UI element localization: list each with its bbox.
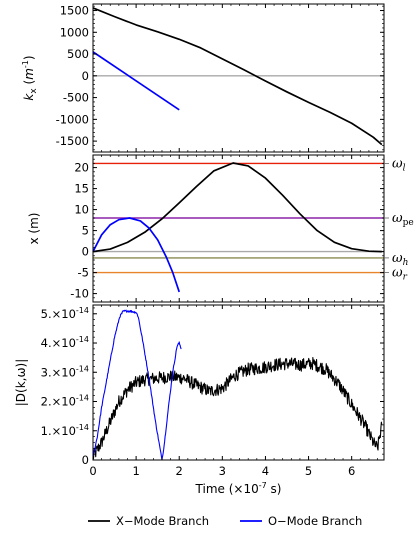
y-tick-label: 15	[74, 182, 89, 196]
reference-line-label: ωl	[392, 156, 406, 173]
x-tick-label: 5	[305, 464, 312, 478]
y-tick-label: 500	[67, 47, 89, 61]
reference-line-label: ωh	[392, 251, 408, 268]
x-mode-series-line	[92, 162, 382, 253]
legend-item: X−Mode Branch	[88, 514, 209, 528]
y-tick-label: 20	[74, 161, 89, 175]
y-tick-label: 4.×10-14	[41, 335, 89, 350]
x-tick-label: 2	[176, 464, 183, 478]
x-mode-series-line	[92, 7, 383, 146]
x-axis-label: Time (×10-7 s)	[195, 481, 282, 496]
y-tick-label: 1000	[60, 25, 89, 39]
x-tick-label: 0	[89, 464, 96, 478]
legend: X−Mode Branch O−Mode Branch	[88, 514, 362, 528]
panel-3: 0 1.×10-14 2.×10-14 3.×10-14 4.×10-14 5.×10-1…	[14, 304, 385, 496]
y-tick-label: -10	[70, 287, 89, 301]
y-tick-label: 0	[82, 69, 89, 83]
x-tick-label: 4	[262, 464, 269, 478]
reference-line-label: ωr	[392, 266, 408, 283]
legend-label: O−Mode Branch	[268, 514, 362, 528]
y-tick-label: 1.×10-14	[41, 423, 89, 438]
y-axis-label: kx (m-1)	[21, 55, 39, 100]
x-tick-label: 3	[219, 464, 226, 478]
y-tick-label: 3.×10-14	[41, 364, 89, 379]
y-tick-label: 1500	[60, 4, 89, 18]
legend-label: X−Mode Branch	[116, 514, 209, 528]
y-tick-label: -1000	[56, 112, 89, 126]
plot-frame	[92, 3, 385, 153]
y-axis-label: |D(k,ω)|	[14, 359, 28, 407]
x-tick-label: 6	[348, 464, 355, 478]
o-mode-series-line	[92, 51, 180, 111]
reference-line-label: ωpe	[392, 211, 414, 228]
panel-1: -1500 -1000 -500 0 500 1000 1500 kx (m-1)	[21, 3, 385, 153]
x-mode-series-line	[92, 357, 383, 460]
y-tick-label: 10	[74, 203, 89, 217]
y-tick-label: 5	[82, 224, 89, 238]
y-tick-label: -500	[63, 91, 89, 105]
y-tick-label: 2.×10-14	[41, 394, 89, 409]
x-tick-label: 1	[132, 464, 139, 478]
plot-frame	[92, 154, 385, 303]
plot-frame	[92, 304, 385, 461]
y-tick-label: 5.×10-14	[41, 306, 89, 321]
y-tick-label: 0	[82, 245, 89, 259]
y-axis-label: x (m)	[27, 213, 41, 245]
legend-item: O−Mode Branch	[240, 514, 362, 528]
y-tick-label: -1500	[56, 134, 89, 148]
y-tick-label: 0	[82, 453, 89, 467]
o-mode-series-line	[92, 309, 182, 461]
o-mode-series-line	[92, 217, 181, 293]
y-tick-label: -5	[78, 266, 89, 280]
